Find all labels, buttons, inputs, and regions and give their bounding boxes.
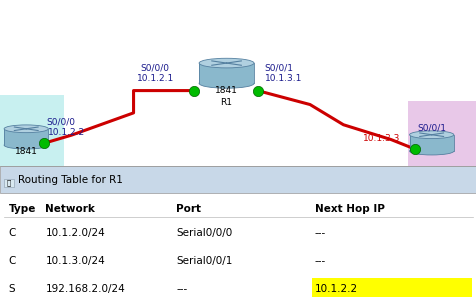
Text: ---: ---: [314, 256, 326, 266]
Text: Routing Table for R1: Routing Table for R1: [18, 175, 123, 185]
Point: [40, 141, 48, 146]
Bar: [312, 278, 471, 297]
Text: Serial0/0/0: Serial0/0/0: [176, 228, 232, 238]
Text: 10.1.3.1: 10.1.3.1: [264, 74, 301, 83]
Text: 🗺: 🗺: [7, 180, 11, 186]
Text: S0/0/1: S0/0/1: [416, 123, 446, 132]
Bar: [0, 166, 476, 193]
Ellipse shape: [4, 125, 48, 133]
Text: Port: Port: [176, 203, 201, 214]
Bar: [4, 179, 14, 187]
Text: Network: Network: [45, 203, 95, 214]
Text: 10.1.2.0/24: 10.1.2.0/24: [45, 228, 105, 238]
Point: [410, 147, 418, 151]
Text: ---: ---: [314, 228, 326, 238]
Text: Serial0/0/1: Serial0/0/1: [176, 256, 232, 266]
Bar: [0, 95, 64, 166]
Text: 10.1.3.3: 10.1.3.3: [363, 134, 400, 143]
Point: [253, 88, 261, 93]
Text: S0/0/0: S0/0/0: [46, 117, 75, 126]
Text: 10.1.3.0/24: 10.1.3.0/24: [45, 256, 105, 266]
Text: R1: R1: [220, 98, 232, 107]
Text: S0/0/0: S0/0/0: [140, 64, 169, 73]
Text: 1841: 1841: [215, 86, 238, 94]
Text: 10.1.2.2: 10.1.2.2: [314, 285, 357, 294]
Bar: [0, 166, 476, 297]
Bar: [407, 101, 476, 166]
Text: S: S: [9, 285, 15, 294]
Bar: [4, 129, 48, 145]
Text: S0/0/1: S0/0/1: [264, 64, 293, 73]
Bar: [409, 135, 453, 151]
Ellipse shape: [4, 141, 48, 149]
Ellipse shape: [198, 79, 254, 88]
Ellipse shape: [409, 147, 453, 155]
Bar: [198, 63, 254, 83]
Point: [190, 88, 198, 93]
Ellipse shape: [409, 131, 453, 139]
Text: 192.168.2.0/24: 192.168.2.0/24: [45, 285, 125, 294]
Text: 10.1.2.2: 10.1.2.2: [48, 128, 85, 137]
Text: C: C: [9, 228, 16, 238]
Ellipse shape: [198, 58, 254, 68]
Text: C: C: [9, 256, 16, 266]
Text: ---: ---: [176, 285, 188, 294]
Text: Type: Type: [9, 203, 36, 214]
Text: 10.1.2.1: 10.1.2.1: [137, 74, 174, 83]
Text: 1841: 1841: [15, 147, 38, 156]
Bar: [0, 0, 476, 166]
Text: Next Hop IP: Next Hop IP: [314, 203, 384, 214]
